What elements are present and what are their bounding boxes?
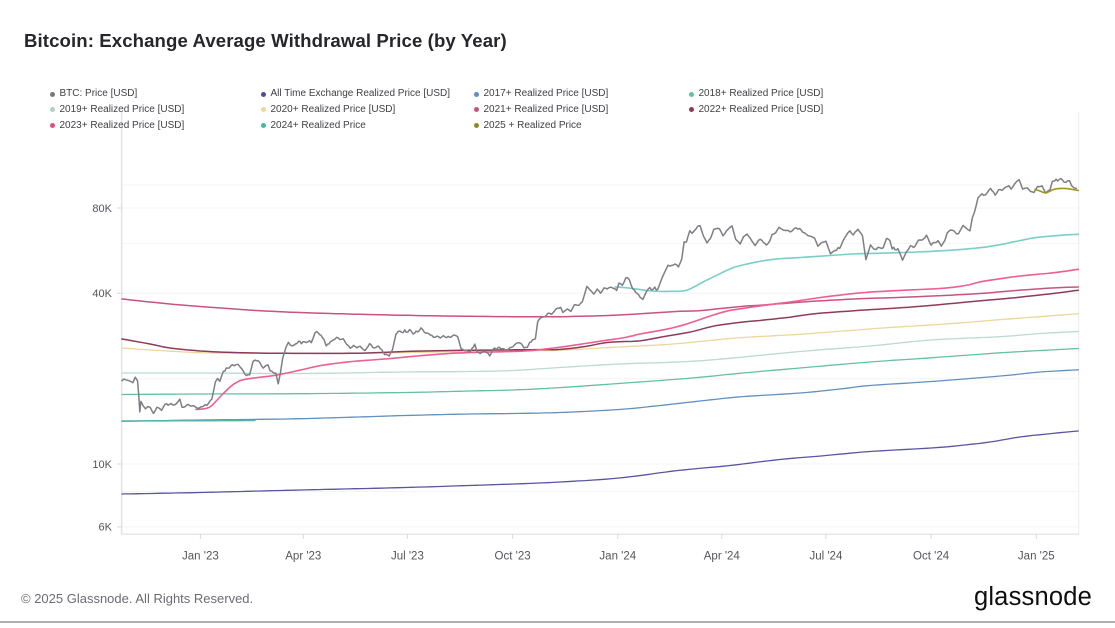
svg-text:Jul '24: Jul '24: [809, 551, 842, 563]
svg-text:6K: 6K: [99, 522, 113, 534]
svg-text:10K: 10K: [92, 459, 112, 471]
svg-text:Oct '24: Oct '24: [913, 551, 950, 563]
svg-text:Jan '24: Jan '24: [599, 551, 636, 563]
svg-text:Apr '24: Apr '24: [704, 551, 741, 563]
svg-text:Apr '23: Apr '23: [285, 551, 321, 563]
svg-text:Jan '25: Jan '25: [1018, 551, 1055, 563]
svg-text:Oct '23: Oct '23: [495, 551, 531, 563]
svg-text:Jan '23: Jan '23: [182, 551, 219, 563]
svg-text:80K: 80K: [92, 203, 112, 215]
svg-text:40K: 40K: [92, 288, 112, 300]
svg-text:Jul '23: Jul '23: [391, 551, 424, 563]
